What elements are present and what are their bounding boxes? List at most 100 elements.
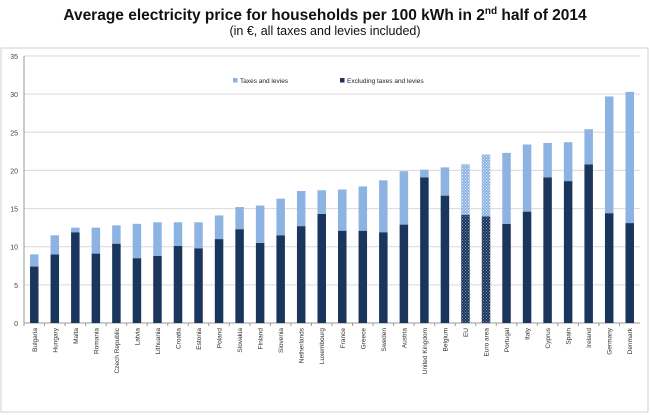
x-tick-label: Italy: [525, 327, 532, 340]
x-tick-label: Germany: [607, 327, 614, 354]
x-tick-label: United Kingdom: [422, 328, 429, 374]
y-tick-label: 15: [10, 207, 18, 214]
title-superscript: nd: [484, 6, 498, 17]
y-tick-label: 25: [10, 130, 18, 137]
bar-excluding-taxes: [255, 242, 265, 323]
bar-excluding-taxes: [132, 258, 142, 323]
bar-excluding-taxes: [173, 245, 183, 323]
chart-frame: [0, 47, 649, 413]
x-tick-label: Belgium: [442, 328, 449, 351]
x-tick-label: Netherlands: [299, 327, 306, 363]
bar-taxes: [112, 225, 121, 244]
bar-taxes: [338, 189, 347, 231]
bar-excluding-taxes: [338, 230, 347, 323]
y-tick-label: 20: [10, 168, 18, 175]
bar-taxes: [235, 207, 244, 230]
bar-excluding-taxes: [625, 223, 634, 323]
bar-excluding-taxes: [543, 177, 552, 323]
bar-excluding-taxes: [235, 229, 244, 323]
bar-taxes: [214, 215, 224, 240]
bar-taxes: [543, 142, 552, 178]
title-text: Average electricity price for households…: [63, 7, 485, 25]
x-tick-label: Finland: [258, 328, 265, 350]
bar-excluding-taxes: [296, 226, 306, 323]
y-tick-label: 5: [14, 283, 18, 290]
x-tick-label: Cyprus: [545, 327, 552, 348]
bar-taxes: [30, 254, 39, 267]
bar-excluding-taxes: [214, 239, 224, 323]
title-text-end: half of 2014: [497, 7, 587, 25]
bar-excluding-taxes: [399, 224, 409, 323]
y-tick-label: 0: [14, 321, 18, 328]
x-tick-label: Romania: [93, 328, 100, 354]
x-tick-label: Sweden: [381, 328, 388, 352]
legend-label: Excluding taxes and levies: [347, 78, 424, 85]
x-tick-label: EU: [463, 328, 470, 337]
y-tick-label: 35: [10, 54, 18, 61]
bar-excluding-taxes: [584, 164, 593, 323]
bar-excluding-taxes: [461, 214, 470, 323]
x-tick-label: Estonia: [196, 328, 203, 350]
bar-taxes: [420, 169, 429, 178]
y-tick-label: 10: [10, 245, 18, 252]
x-tick-label: Lithuania: [155, 328, 162, 355]
legend-label: Taxes and levies: [240, 78, 289, 85]
bar-excluding-taxes: [379, 232, 388, 323]
bar-excluding-taxes: [71, 232, 80, 323]
x-tick-label: Bulgaria: [32, 328, 39, 352]
x-tick-label: Poland: [217, 328, 224, 349]
x-tick-label: Euro area: [484, 328, 491, 357]
x-tick-label: Slovakia: [237, 328, 244, 353]
bar-taxes: [461, 164, 470, 215]
bar-taxes: [604, 96, 614, 214]
x-tick-label: Slovenia: [278, 328, 285, 353]
x-tick-label: Austria: [401, 328, 408, 349]
bar-taxes: [132, 223, 142, 259]
bar-excluding-taxes: [420, 177, 429, 323]
x-tick-label: Latvia: [134, 328, 141, 346]
x-tick-label: Luxembourg: [319, 328, 326, 365]
bar-excluding-taxes: [563, 181, 573, 323]
bar-excluding-taxes: [30, 266, 39, 323]
bar-excluding-taxes: [194, 248, 203, 323]
chart-title: Average electricity price for households…: [0, 6, 650, 25]
x-tick-label: Greece: [360, 328, 367, 350]
bar-excluding-taxes: [604, 213, 614, 323]
x-tick-label: Portugal: [504, 327, 511, 352]
bar-taxes: [91, 227, 101, 254]
bar-excluding-taxes: [317, 213, 326, 323]
legend-swatch: [340, 78, 345, 83]
bar-excluding-taxes: [50, 254, 60, 323]
x-tick-label: Spain: [566, 328, 573, 345]
x-tick-label: Croatia: [176, 328, 183, 349]
x-tick-label: Malta: [73, 328, 80, 344]
bar-taxes: [317, 190, 326, 214]
bar-taxes: [50, 235, 60, 255]
bar-taxes: [502, 152, 511, 224]
bar-excluding-taxes: [153, 255, 162, 323]
bar-taxes: [584, 129, 593, 165]
bar-taxes: [71, 227, 80, 233]
x-tick-label: Ireland: [586, 328, 593, 348]
x-tick-label: Denmark: [627, 327, 634, 354]
legend-swatch: [233, 78, 238, 83]
bar-excluding-taxes: [276, 235, 285, 323]
bar-excluding-taxes: [112, 243, 121, 323]
x-tick-label: Hungary: [52, 327, 59, 352]
bar-excluding-taxes: [91, 253, 101, 323]
x-tick-label: Czech Republic: [114, 327, 121, 373]
bar-taxes: [194, 222, 203, 249]
bar-excluding-taxes: [502, 223, 511, 323]
bar-taxes: [563, 142, 573, 182]
bar-excluding-taxes: [440, 195, 450, 323]
bar-taxes: [296, 191, 306, 227]
bar-taxes: [153, 222, 162, 256]
bar-taxes: [399, 171, 409, 225]
chart-subtitle: (in €, all taxes and levies included): [229, 24, 421, 38]
bar-excluding-taxes: [522, 211, 532, 323]
bar-taxes: [379, 180, 388, 233]
bar-taxes: [255, 205, 265, 243]
bar-taxes: [173, 222, 183, 246]
y-tick-label: 30: [10, 92, 18, 99]
